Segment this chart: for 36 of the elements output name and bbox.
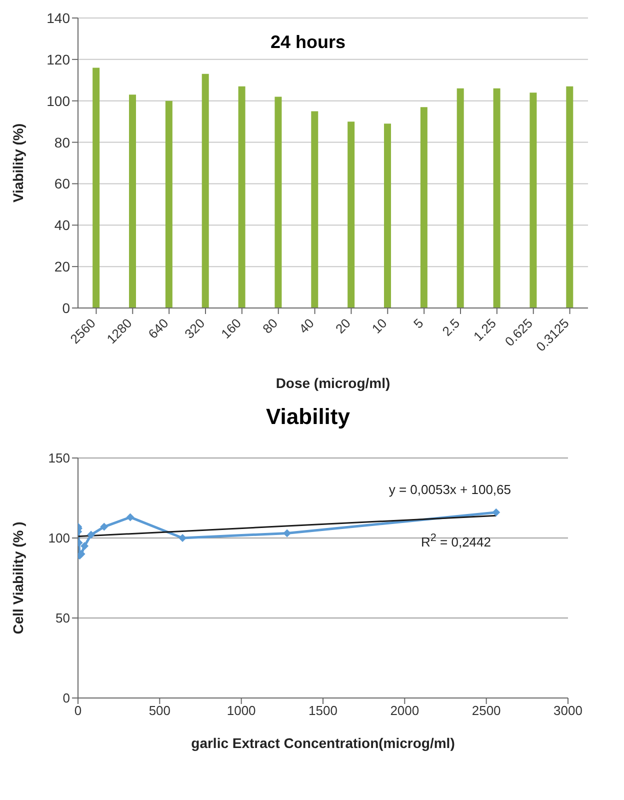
x-tick-label: 2500 <box>472 703 501 718</box>
y-tick-label: 60 <box>54 176 70 192</box>
y-tick-label: 0 <box>62 300 70 316</box>
x-tick-label: 500 <box>148 703 171 718</box>
x-tick-label: 10 <box>368 316 390 336</box>
y-tick-label: 100 <box>48 530 70 546</box>
x-tick-label: 160 <box>218 316 244 342</box>
x-tick-label: 320 <box>182 316 208 342</box>
x-tick-label: 2.5 <box>439 316 463 339</box>
x-tick-label: 640 <box>145 316 172 342</box>
x-tick-label: 5 <box>410 316 426 332</box>
x-tick-label: 0 <box>74 703 82 718</box>
annotation: R$^{2}$ = 0,2442 <box>420 532 492 550</box>
chart-title: Viability <box>265 404 351 430</box>
x-tick-label: 3000 <box>554 703 582 718</box>
y-axis-title: Cell Viability (% ) <box>10 522 26 634</box>
text: 24 hours <box>269 32 347 53</box>
x-tick-label: 2000 <box>390 703 420 718</box>
y-tick-label: 100 <box>46 92 70 109</box>
y-tick-label: 20 <box>54 258 70 275</box>
y-tick-label: 120 <box>46 51 70 68</box>
x-axis-title: Dose (microg/ml) <box>276 375 390 391</box>
annotation: y = 0,0053x + 100,65 <box>388 482 512 497</box>
x-tick-label: 80 <box>260 316 280 336</box>
y-tick-label: 40 <box>54 217 70 234</box>
y-tick-label: 150 <box>48 450 70 466</box>
x-tick-label: 1500 <box>308 703 338 718</box>
y-axis-title: Viability (%) <box>10 123 26 203</box>
x-axis-title: garlic Extract Concentration(microg/ml) <box>191 735 455 751</box>
y-tick-label: 50 <box>56 610 70 626</box>
y-tick-label: 140 <box>46 10 70 26</box>
x-tick-label: 40 <box>296 316 317 336</box>
x-tick-label: 20 <box>332 316 354 336</box>
y-tick-label: 0 <box>62 690 70 706</box>
y-tick-label: 80 <box>54 134 70 150</box>
x-tick-label: 1000 <box>226 703 256 718</box>
